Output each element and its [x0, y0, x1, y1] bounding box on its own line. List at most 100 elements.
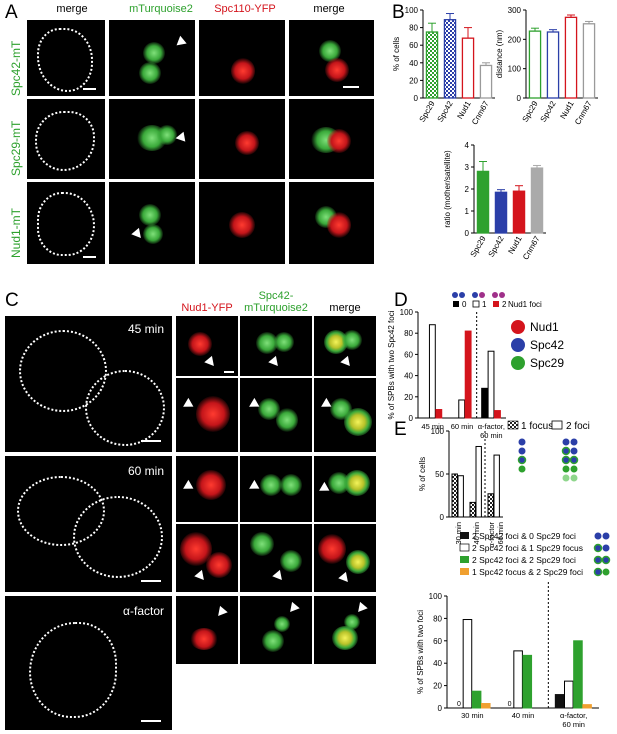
dot-blue-icon: [602, 532, 610, 540]
nud1-legend-icon: [511, 320, 525, 334]
key-2-label: 2: [502, 300, 507, 309]
dot-blue-green-icon: [561, 455, 571, 465]
spc29-legend-icon: [511, 356, 525, 370]
E2-bar: [471, 690, 482, 709]
spot: [342, 330, 362, 350]
key-title: Nud1 foci: [508, 300, 542, 309]
spot: [235, 131, 259, 155]
dot-blue-green-icon: [593, 567, 603, 577]
spot: [143, 224, 163, 244]
key-1-swatch: [472, 300, 480, 308]
panel-label-c: C: [5, 290, 19, 311]
spot: [319, 40, 341, 62]
B3-y-tick-label: 1: [465, 207, 470, 216]
B3-bar: [494, 191, 508, 234]
a-r1-merge-cell-outline: [27, 20, 105, 96]
time-label: 45 min: [127, 322, 164, 336]
c-col-header-nud1: Nud1-YFP: [181, 302, 233, 314]
cell-outline: [73, 496, 163, 578]
B1-y-tick-label: 60: [409, 41, 418, 50]
dot-blue-icon: [452, 292, 458, 298]
c-r2-merge: [314, 378, 376, 452]
c-alpha-factor-overview: α-factor: [5, 596, 172, 730]
D-x-label: 45 min: [421, 422, 444, 431]
cell-outline: [85, 370, 165, 446]
D-x-label: 60 min: [451, 422, 474, 431]
c-45min-overview: 45 min: [5, 316, 172, 452]
dot-blue-icon: [472, 292, 478, 298]
E1-bar: [457, 475, 464, 518]
e-legend-label-1: 2 Spc42 foci & 1 Spc29 focus: [472, 543, 583, 553]
D-y-tick-label: 40: [404, 372, 413, 381]
E2-y-tick-label: 100: [429, 592, 443, 601]
c-r5-nud1: [176, 596, 238, 664]
E2-y-tick-label: 40: [433, 659, 442, 668]
B1-bar: [461, 37, 475, 99]
spot: [332, 626, 358, 650]
E2-bar: [573, 640, 583, 709]
dot-green-icon: [602, 568, 610, 576]
E2-y-tick-label: 0: [438, 704, 443, 713]
B2-bar: [582, 23, 596, 99]
E1-bar: [451, 473, 458, 518]
B1-y-tick-label: 0: [414, 94, 419, 103]
B3-bar: [476, 170, 490, 234]
spot: [196, 396, 230, 432]
spot: [346, 550, 370, 574]
E2-x-label: 40 min: [512, 711, 535, 720]
dot-blue-green-icon: [593, 543, 603, 553]
a-r2-mturquoise: [109, 99, 195, 179]
cell-outline: [37, 192, 95, 256]
dot-blue-icon: [594, 532, 602, 540]
c-col-header-spc42-line1: Spc42-: [258, 290, 294, 302]
E2-y-tick-label: 60: [433, 637, 442, 646]
E2-bar: [564, 680, 574, 709]
spot: [206, 552, 232, 578]
legend-spc42-label: Spc42: [530, 338, 564, 352]
spot: [344, 470, 370, 496]
dot-green-icon: [570, 465, 578, 473]
B3-bar: [512, 190, 526, 234]
dot-blue-icon: [459, 292, 465, 298]
B2-y-tick-label: 200: [508, 35, 522, 44]
B1-y-tick-label: 20: [409, 76, 418, 85]
spot: [188, 332, 212, 356]
legend-nud1-label: Nud1: [530, 320, 559, 334]
D-y-tick-label: 100: [400, 308, 414, 317]
e-top-legend: 1 focus 2 foci: [507, 420, 590, 482]
spot: [274, 616, 290, 632]
a-r3-merge-cell-outline: [27, 182, 105, 264]
E1-y-tick-label: 50: [435, 470, 444, 479]
spot: [157, 125, 177, 145]
e-legend-label-2: 2 Spc42 foci & 2 Spc29 foci: [472, 555, 576, 565]
dot-red-icon: [492, 292, 498, 298]
panel-label-b: B: [392, 2, 405, 23]
a-col-header-mturquoise: mTurquoise2: [129, 3, 193, 15]
a-r1-mturquoise: [109, 20, 195, 96]
spot: [250, 532, 274, 556]
D-bar: [494, 410, 501, 419]
e-bottom-legend: 2 Spc42 foci & 0 Spc29 foci 2 Spc42 foci…: [459, 531, 611, 577]
e-legend-swatch-2: [460, 556, 469, 563]
e-legend-swatch-1: [459, 543, 470, 552]
a-r3-mturquoise: [109, 182, 195, 264]
E1-bar: [475, 445, 482, 518]
dot-blue-green-icon: [569, 455, 579, 465]
E2-bar: [481, 703, 491, 709]
dot-blue-green-icon: [517, 455, 527, 465]
spot: [344, 408, 372, 436]
E2-x-label: 30 min: [461, 711, 484, 720]
B2-bar: [528, 30, 542, 99]
B2-y-axis-label: distance (nm): [495, 29, 504, 78]
B2-y-tick-label: 100: [508, 65, 522, 74]
B1-bar: [443, 19, 457, 99]
scale-bar: [343, 86, 359, 88]
e-legend-label-3: 1 Spc42 focus & 2 Spc29 foci: [472, 567, 583, 577]
c-r4-nud1: [176, 524, 238, 592]
B2-x-tick-label: Cnm67: [573, 99, 594, 126]
B2-x-tick-label: Spc42: [539, 99, 558, 124]
dot-blue-green-icon: [561, 446, 571, 456]
a-r1-merge: [289, 20, 374, 96]
B3-x-tick-label: Spc42: [487, 234, 506, 259]
